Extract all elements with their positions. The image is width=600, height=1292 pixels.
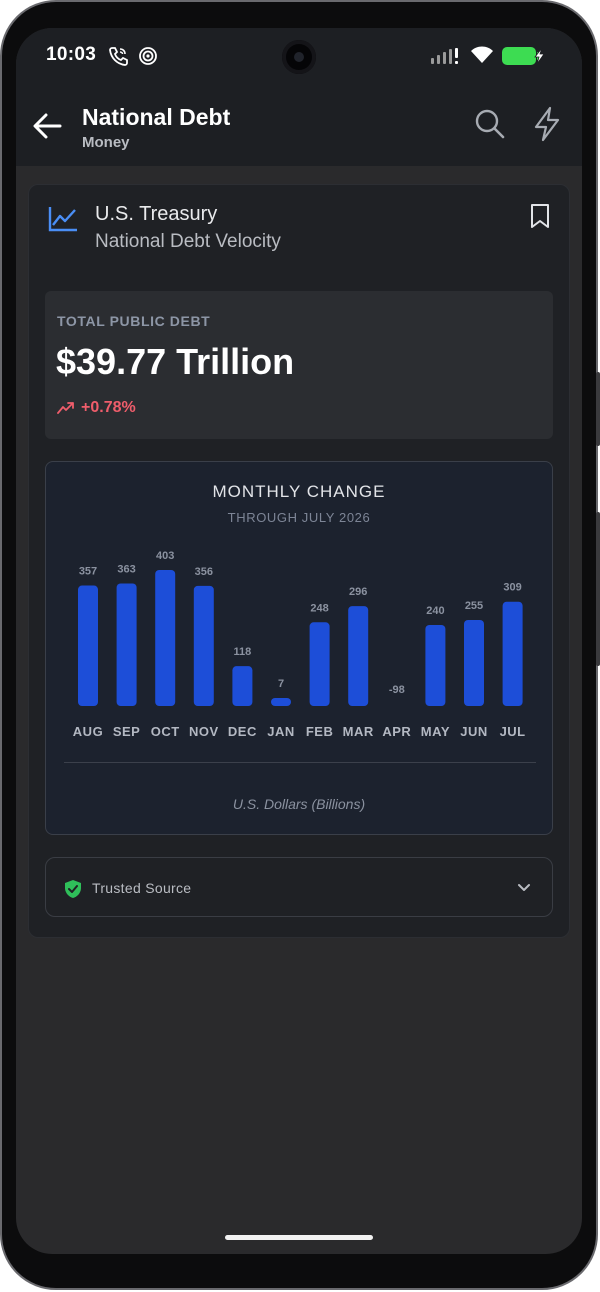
source-name: U.S. Treasury xyxy=(95,203,218,225)
status-time: 10:03 xyxy=(46,44,97,65)
bar-feb xyxy=(309,622,330,706)
bar-jun xyxy=(464,619,484,706)
search-icon[interactable] xyxy=(474,108,506,140)
front-camera xyxy=(282,40,316,74)
month-label-jul: JUL xyxy=(500,724,526,739)
value-label-aug: 357 xyxy=(79,566,97,578)
bar-jan xyxy=(271,698,291,706)
trusted-source-label: Trusted Source xyxy=(92,880,192,896)
value-label-dec: 118 xyxy=(234,646,252,658)
month-label-aug: AUG xyxy=(73,724,103,739)
app-bar: National Debt Money xyxy=(16,86,582,166)
month-label-oct: OCT xyxy=(151,724,180,739)
chart-unit-label: U.S. Dollars (Billions) xyxy=(232,796,366,812)
value-label-jan: 7 xyxy=(278,678,284,690)
chart-title: MONTHLY CHANGE xyxy=(212,482,386,501)
trend-line-icon xyxy=(48,207,77,232)
page-subtitle: Money xyxy=(82,134,130,151)
wifi-icon xyxy=(471,46,493,63)
month-label-nov: NOV xyxy=(189,724,219,739)
value-label-may: 240 xyxy=(426,605,444,617)
month-label-jun: JUN xyxy=(460,724,488,739)
status-bar: 10:03 xyxy=(16,28,582,86)
bookmark-icon[interactable] xyxy=(529,203,551,229)
bar-may xyxy=(425,625,446,706)
bar-aug xyxy=(78,585,98,706)
back-arrow-icon[interactable] xyxy=(30,108,66,144)
bolt-icon[interactable] xyxy=(532,106,562,142)
battery-charging-icon xyxy=(502,47,544,65)
debt-summary: TOTAL PUBLIC DEBT $39.77 Trillion +0.78% xyxy=(45,291,553,439)
bar-oct xyxy=(155,570,176,706)
bar-sep xyxy=(116,583,137,706)
signal-icon xyxy=(431,48,458,64)
shield-check-icon xyxy=(65,880,81,898)
bar-chart: 357 AUG 363 SEP 403 OCT 356 NOV 118 DEC 7 JAN 248 FEB… xyxy=(73,550,526,739)
debt-value: $39.77 Trillion xyxy=(56,341,295,382)
power-button xyxy=(596,372,600,446)
value-label-feb: 248 xyxy=(310,602,328,614)
chart-subtitle: THROUGH JULY 2026 xyxy=(227,510,371,525)
value-label-jul: 309 xyxy=(503,582,521,594)
month-label-sep: SEP xyxy=(113,724,141,739)
value-label-mar: 296 xyxy=(349,586,367,598)
chevron-down-icon[interactable] xyxy=(516,880,532,896)
bar-nov xyxy=(193,585,214,706)
debt-label: TOTAL PUBLIC DEBT xyxy=(57,313,211,329)
value-label-nov: 356 xyxy=(195,566,213,578)
value-label-sep: 363 xyxy=(117,563,135,575)
trending-up-icon xyxy=(57,402,74,414)
trusted-source-row[interactable]: Trusted Source xyxy=(45,857,553,917)
month-label-may: MAY xyxy=(421,724,450,739)
value-label-oct: 403 xyxy=(156,550,174,562)
wifi-calling-icon xyxy=(109,47,128,66)
volume-button xyxy=(596,512,600,666)
chart-divider xyxy=(64,762,536,763)
month-label-apr: APR xyxy=(382,724,411,739)
bar-jul xyxy=(502,601,523,706)
debt-card: U.S. Treasury National Debt Velocity TOT… xyxy=(28,184,570,938)
debt-change: +0.78% xyxy=(81,399,136,416)
screen: 10:03 xyxy=(16,28,582,1254)
month-label-feb: FEB xyxy=(306,724,334,739)
bar-mar xyxy=(348,606,369,706)
source-subtitle: National Debt Velocity xyxy=(95,231,281,252)
bar-dec xyxy=(232,666,253,706)
home-indicator[interactable] xyxy=(225,1235,373,1240)
value-label-jun: 255 xyxy=(465,600,483,612)
month-label-mar: MAR xyxy=(343,724,374,739)
month-label-dec: DEC xyxy=(228,724,257,739)
monthly-change-chart: MONTHLY CHANGE THROUGH JULY 2026 357 AUG 3… xyxy=(45,461,553,835)
page-title: National Debt xyxy=(82,104,231,130)
value-label-apr: -98 xyxy=(389,684,405,696)
month-label-jan: JAN xyxy=(267,724,295,739)
hotspot-icon xyxy=(139,47,157,65)
